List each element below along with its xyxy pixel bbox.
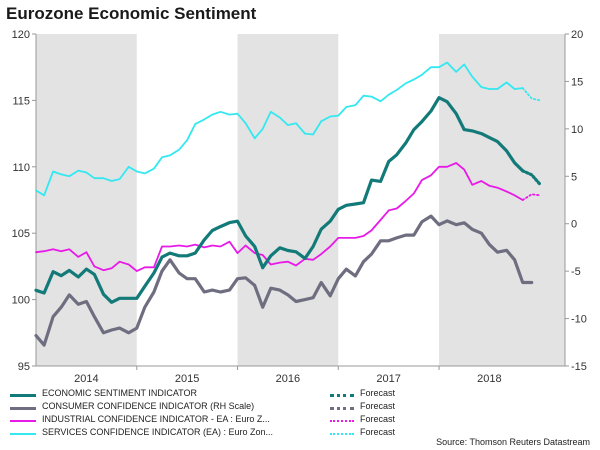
right-tick-label: -5	[571, 266, 581, 278]
legend-forecast-swatch	[330, 394, 354, 397]
series-lines	[34, 61, 542, 347]
forecast-line	[521, 87, 541, 102]
legend-label: INDUSTRIAL CONFIDENCE INDICATOR - EA : E…	[42, 414, 270, 424]
left-tick-label: 120	[12, 29, 30, 41]
x-tick-label: 2014	[74, 373, 98, 385]
year-band	[36, 34, 137, 366]
legend: ECONOMIC SENTIMENT INDICATOR Forecast CO…	[8, 388, 408, 440]
right-tick-label: 15	[571, 76, 583, 88]
forecast-line	[521, 169, 542, 186]
right-tick-label: 10	[571, 124, 583, 136]
x-tick-label: 2016	[276, 373, 300, 385]
right-tick-label: 0	[571, 219, 577, 231]
legend-item: ECONOMIC SENTIMENT INDICATOR Forecast	[8, 388, 408, 401]
legend-item: CONSUMER CONFIDENCE INDICATOR (RH Scale)…	[8, 401, 408, 414]
axes: 95 100 105 110 115 120 -15 -10 -5 0 5 10 15 20 2014 201…	[12, 29, 587, 385]
legend-forecast-label: Forecast	[360, 414, 396, 424]
forecast-line	[521, 193, 541, 201]
x-tick-label: 2015	[175, 373, 199, 385]
series-line	[35, 61, 524, 197]
right-tick-label: -15	[571, 361, 587, 373]
source-note: Source: Thomson Reuters Datastream	[436, 437, 590, 447]
legend-swatch-services	[10, 433, 36, 435]
legend-forecast-label: Forecast	[360, 427, 396, 437]
legend-item: SERVICES CONFIDENCE INDICATOR (EA) : Eur…	[8, 427, 408, 440]
legend-label: SERVICES CONFIDENCE INDICATOR (EA) : Eur…	[42, 427, 274, 437]
legend-swatch-consumer	[10, 407, 36, 410]
legend-label: CONSUMER CONFIDENCE INDICATOR (RH Scale)	[42, 401, 255, 411]
year-shading	[36, 34, 565, 366]
right-tick-label: 5	[571, 171, 577, 183]
year-band	[439, 34, 565, 366]
right-tick-label: -10	[571, 314, 587, 326]
left-tick-label: 110	[12, 162, 30, 174]
legend-swatch-industrial	[10, 420, 36, 422]
legend-item: INDUSTRIAL CONFIDENCE INDICATOR - EA : E…	[8, 414, 408, 427]
x-tick-label: 2018	[477, 373, 501, 385]
left-tick-label: 95	[18, 361, 30, 373]
legend-forecast-swatch	[330, 433, 354, 435]
left-tick-label: 105	[12, 228, 30, 240]
series-line	[34, 214, 534, 347]
left-tick-label: 100	[12, 295, 30, 307]
series-line	[34, 96, 525, 304]
legend-forecast-label: Forecast	[360, 401, 396, 411]
legend-forecast-swatch	[330, 420, 354, 422]
legend-forecast-swatch	[330, 407, 354, 410]
chart: 95 100 105 110 115 120 -15 -10 -5 0 5 10 15 20 2014 201…	[12, 29, 587, 385]
legend-swatch-economic	[10, 394, 36, 397]
right-tick-label: 20	[571, 29, 583, 41]
year-band	[237, 34, 339, 366]
legend-forecast-label: Forecast	[360, 388, 396, 398]
legend-label: ECONOMIC SENTIMENT INDICATOR	[42, 388, 198, 398]
left-tick-label: 115	[12, 95, 30, 107]
chart-title: Eurozone Economic Sentiment	[6, 4, 257, 23]
x-tick-label: 2017	[376, 373, 400, 385]
series-line	[35, 162, 524, 273]
